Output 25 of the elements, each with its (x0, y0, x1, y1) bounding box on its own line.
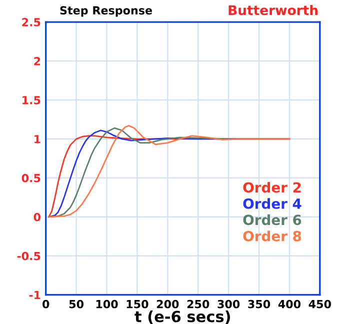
x-axis-title: t (e-6 secs) (134, 310, 230, 324)
text: Order 4 (243, 198, 302, 209)
x-tick-label: 150 (126, 300, 148, 308)
y-tick-label: 0.5 (22, 174, 40, 182)
x-tick-label: 300 (218, 300, 240, 308)
y-tick-label: 0 (34, 212, 40, 222)
x-tick-label: 200 (156, 300, 179, 308)
y-tick-label: 2.5 (22, 18, 40, 26)
chart-title: Step Response (60, 6, 152, 17)
text: Order 6 (243, 214, 302, 226)
y-tick-label: 2 (34, 56, 40, 66)
x-tick-label: 50 (69, 300, 84, 308)
chart-subtitle: Butterworth (228, 4, 318, 16)
y-tick-label: 1.5 (22, 96, 40, 104)
y-tick-label: 1 (34, 135, 40, 144)
y-tick-label: -0.5 (17, 252, 40, 260)
text: Order 2 (243, 182, 301, 193)
y-tick-label: -1 (29, 290, 40, 300)
x-tick-label: 450 (308, 300, 331, 308)
x-tick-label: 100 (96, 300, 118, 308)
x-tick-label: 250 (187, 300, 210, 308)
x-tick-label: 400 (278, 300, 301, 308)
x-tick-label: 0 (42, 300, 50, 308)
text: Order 8 (243, 230, 302, 242)
x-tick-label: 350 (248, 300, 270, 308)
